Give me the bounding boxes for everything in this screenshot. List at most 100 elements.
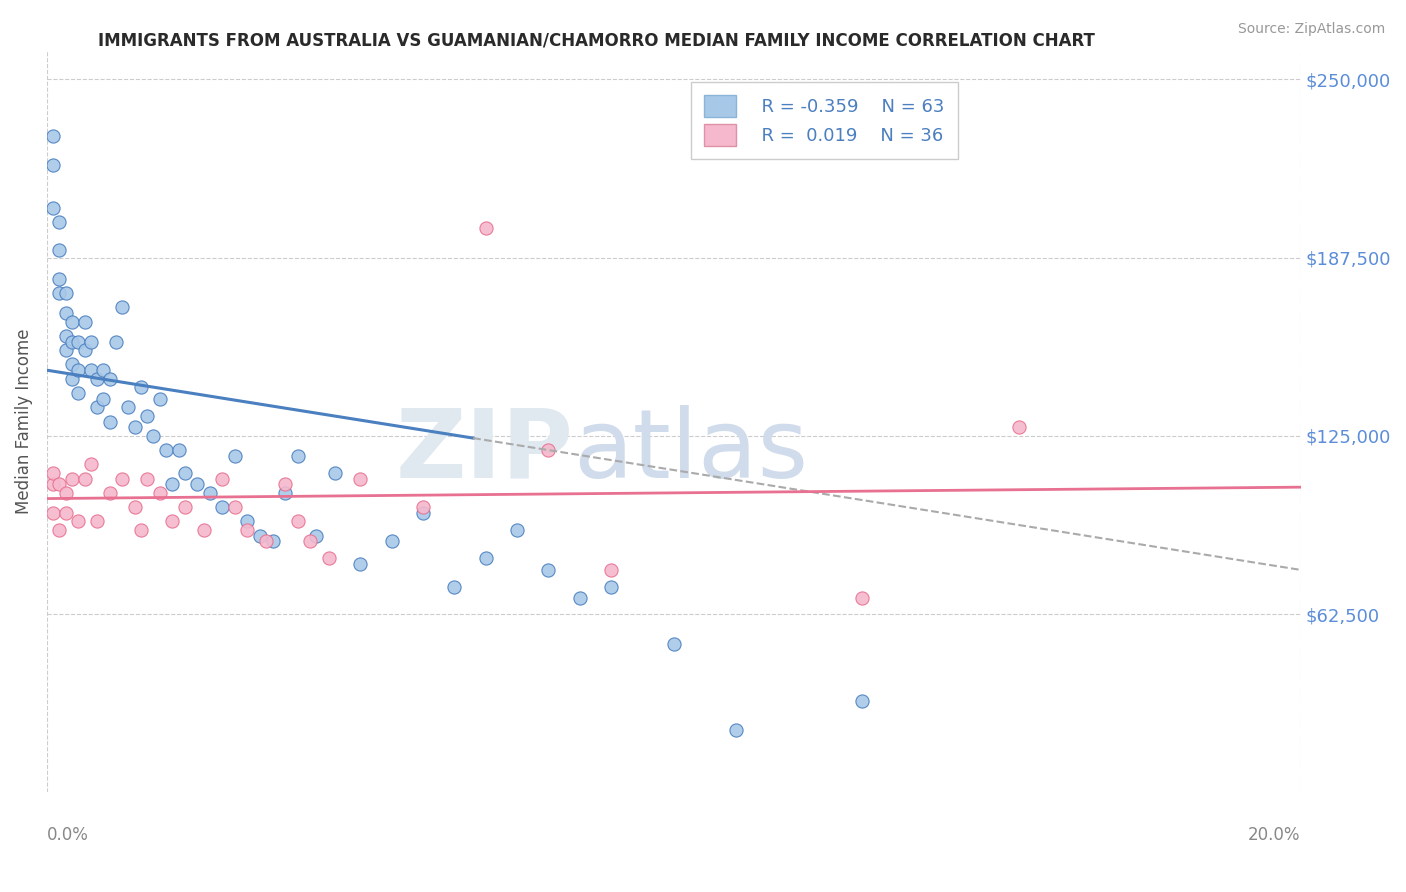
Point (91, 392, 114, 406)
Point (73, 315, 96, 329)
Text: ZIP: ZIP (395, 405, 574, 498)
Point (136, 472, 159, 486)
Point (111, 472, 134, 486)
Point (86, 401, 108, 415)
Point (124, 420, 146, 434)
Point (211, 472, 233, 486)
Point (73, 472, 96, 486)
Point (117, 401, 139, 415)
Point (323, 466, 346, 480)
Point (274, 477, 297, 491)
Point (91, 363, 114, 377)
Point (600, 580, 623, 594)
Point (193, 523, 215, 537)
Point (186, 477, 208, 491)
Point (42, 477, 65, 491)
Text: IMMIGRANTS FROM AUSTRALIA VS GUAMANIAN/CHAMORRO MEDIAN FAMILY INCOME CORRELATION: IMMIGRANTS FROM AUSTRALIA VS GUAMANIAN/C… (98, 31, 1095, 49)
Point (136, 409, 159, 423)
Point (412, 500, 434, 515)
Point (224, 449, 246, 463)
Point (67, 386, 90, 401)
Point (236, 523, 259, 537)
Point (98, 486, 121, 500)
Point (129, 380, 152, 394)
Point (262, 534, 284, 549)
Text: 0.0%: 0.0% (46, 826, 89, 844)
Text: atlas: atlas (574, 405, 808, 498)
Point (851, 591, 873, 606)
Point (162, 515, 184, 529)
Point (305, 529, 328, 543)
Point (568, 591, 591, 606)
Point (474, 551, 496, 566)
Point (67, 363, 90, 377)
Point (55, 306, 77, 320)
Point (725, 723, 748, 737)
Point (42, 158, 65, 172)
Point (662, 637, 685, 651)
Point (60, 358, 83, 372)
Point (67, 334, 90, 349)
Point (60, 372, 83, 386)
Point (104, 334, 127, 349)
Point (1007, 420, 1029, 434)
Point (142, 429, 165, 443)
Point (80, 458, 103, 472)
Point (42, 129, 65, 144)
Point (318, 551, 340, 566)
Point (287, 515, 309, 529)
Point (249, 529, 271, 543)
Point (55, 506, 77, 520)
Point (42, 466, 65, 480)
Point (48, 523, 70, 537)
Point (173, 500, 195, 515)
Y-axis label: Median Family Income: Median Family Income (15, 329, 32, 515)
Point (48, 477, 70, 491)
Text: 20.0%: 20.0% (1249, 826, 1301, 844)
Point (211, 500, 233, 515)
Point (162, 477, 184, 491)
Point (149, 392, 172, 406)
Point (173, 466, 195, 480)
Point (98, 415, 121, 429)
Point (98, 372, 121, 386)
Point (48, 215, 70, 229)
Point (42, 506, 65, 520)
Text: Source: ZipAtlas.com: Source: ZipAtlas.com (1237, 22, 1385, 37)
Point (167, 443, 190, 458)
Point (55, 486, 77, 500)
Point (48, 272, 70, 286)
Point (124, 500, 146, 515)
Point (537, 443, 560, 458)
Point (155, 443, 177, 458)
Point (67, 515, 90, 529)
Point (73, 343, 96, 358)
Point (851, 694, 873, 708)
Point (129, 523, 152, 537)
Point (349, 472, 371, 486)
Point (299, 534, 322, 549)
Legend:   R = -0.359    N = 63,   R =  0.019    N = 36: R = -0.359 N = 63, R = 0.019 N = 36 (690, 82, 957, 159)
Point (149, 486, 172, 500)
Point (412, 506, 434, 520)
Point (254, 534, 277, 549)
Point (42, 201, 65, 215)
Point (274, 486, 297, 500)
Point (86, 515, 108, 529)
Point (60, 315, 83, 329)
Point (198, 486, 221, 500)
Point (443, 580, 465, 594)
Point (287, 449, 309, 463)
Point (60, 472, 83, 486)
Point (600, 563, 623, 577)
Point (55, 343, 77, 358)
Point (48, 286, 70, 301)
Point (381, 534, 404, 549)
Point (55, 286, 77, 301)
Point (60, 334, 83, 349)
Point (224, 500, 246, 515)
Point (236, 515, 259, 529)
Point (80, 363, 103, 377)
Point (349, 557, 371, 571)
Point (55, 329, 77, 343)
